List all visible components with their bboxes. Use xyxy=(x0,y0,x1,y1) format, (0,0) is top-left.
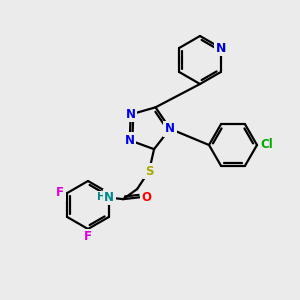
Text: F: F xyxy=(56,187,64,200)
Text: N: N xyxy=(216,41,226,55)
Text: F: F xyxy=(84,230,92,244)
Text: Cl: Cl xyxy=(261,139,273,152)
Text: N: N xyxy=(165,122,175,135)
Text: N: N xyxy=(126,108,136,121)
Text: S: S xyxy=(145,165,153,178)
Text: H: H xyxy=(97,192,105,202)
Text: O: O xyxy=(141,190,151,204)
Text: N: N xyxy=(104,190,114,204)
Text: N: N xyxy=(125,134,135,147)
